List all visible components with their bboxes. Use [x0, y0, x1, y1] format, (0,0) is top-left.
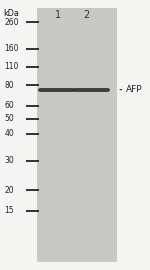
Text: 260: 260	[4, 18, 19, 27]
Text: 50: 50	[4, 114, 14, 123]
Text: 20: 20	[4, 185, 14, 195]
Text: 40: 40	[4, 129, 14, 139]
Text: 160: 160	[4, 44, 19, 53]
Text: 1: 1	[55, 10, 61, 20]
Bar	[37, 8, 117, 262]
Text: 2: 2	[83, 10, 89, 20]
Text: 110: 110	[4, 62, 19, 72]
Text: AFP: AFP	[126, 85, 143, 94]
Text: 15: 15	[4, 206, 14, 215]
Text: kDa: kDa	[3, 9, 19, 18]
Text: 60: 60	[4, 101, 14, 110]
Text: 80: 80	[4, 81, 14, 90]
Text: 30: 30	[4, 156, 14, 166]
